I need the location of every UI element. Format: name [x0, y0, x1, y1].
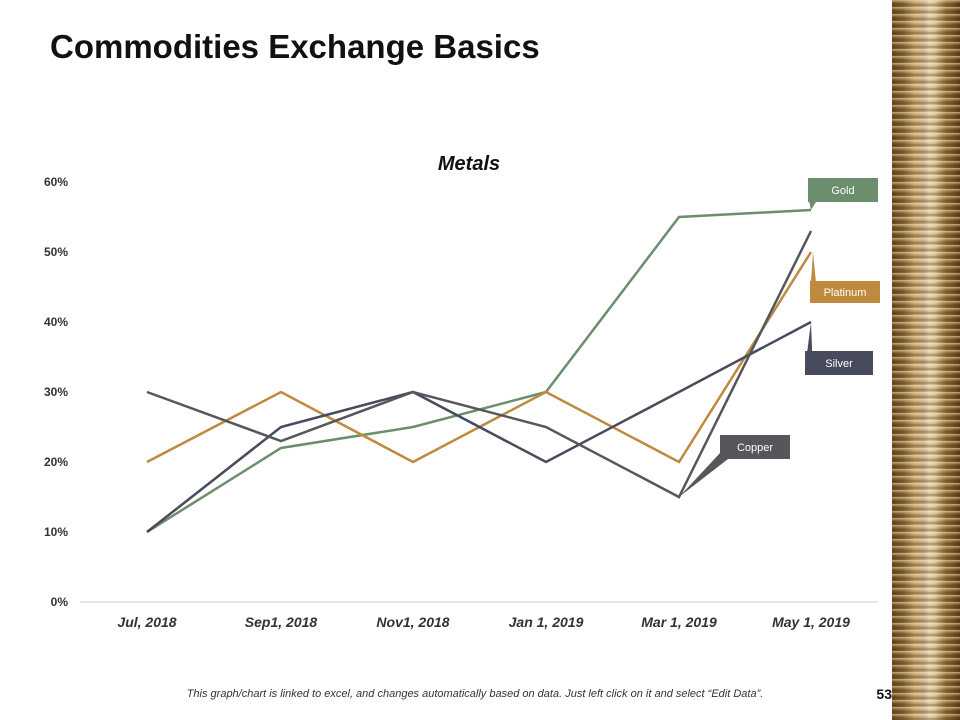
series-lines — [146, 208, 813, 534]
x-tick-label: Sep1, 2018 — [245, 614, 318, 630]
y-tick-label: 50% — [44, 245, 68, 259]
x-tick-label: Jul, 2018 — [117, 614, 176, 630]
series-labels: Gold Platinum Silver Copper — [679, 178, 880, 497]
label-platinum: Platinum — [810, 252, 880, 303]
metals-line-chart: Metals 0% 10% 20% 30% 40% 50% 60% Jul, 2018 Sep… — [44, 153, 880, 630]
label-text: Platinum — [824, 287, 867, 299]
label-text: Silver — [825, 358, 853, 370]
x-tick-label: Nov1, 2018 — [376, 614, 449, 630]
footnote: This graph/chart is linked to excel, and… — [186, 688, 764, 700]
x-tick-label: Jan 1, 2019 — [509, 614, 584, 630]
x-tick-label: Mar 1, 2019 — [641, 614, 717, 630]
y-tick-label: 20% — [44, 455, 68, 469]
series-line-gold — [146, 208, 812, 534]
y-tick-label: 30% — [44, 385, 68, 399]
chart-title: Metals — [438, 153, 500, 175]
label-text: Copper — [737, 442, 773, 454]
coin-stack-image — [892, 0, 960, 720]
y-tick-label: 60% — [44, 175, 68, 189]
series-line-silver — [146, 320, 812, 533]
y-tick-label: 10% — [44, 525, 68, 539]
y-axis: 0% 10% 20% 30% 40% 50% 60% — [44, 175, 68, 609]
label-copper: Copper — [679, 435, 790, 497]
label-silver: Silver — [805, 322, 873, 375]
y-tick-label: 40% — [44, 315, 68, 329]
label-text: Gold — [831, 185, 854, 197]
x-tick-label: May 1, 2019 — [772, 614, 850, 630]
slide-title: Commodities Exchange Basics — [50, 28, 540, 65]
label-gold: Gold — [808, 178, 878, 210]
page-number: 53 — [876, 686, 892, 702]
y-tick-label: 0% — [51, 595, 69, 609]
series-line-copper — [146, 230, 813, 499]
x-axis: Jul, 2018 Sep1, 2018 Nov1, 2018 Jan 1, 2019… — [117, 614, 850, 630]
